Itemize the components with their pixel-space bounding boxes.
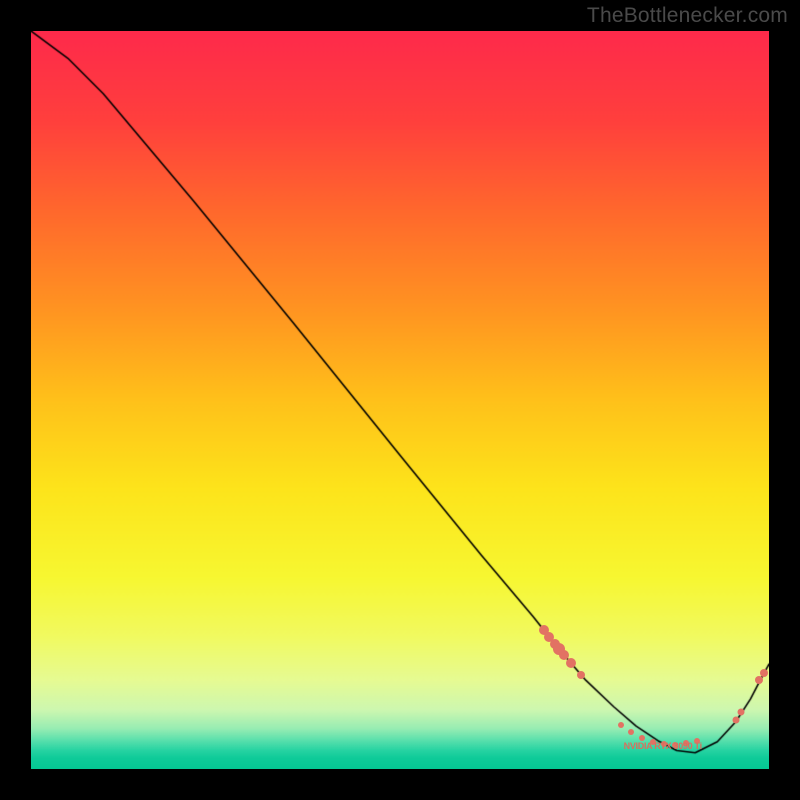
chart-root: NVIDIA RTX 3090 Ti TheBottlenecker.com	[0, 0, 800, 800]
gradient-plot-area	[31, 31, 769, 769]
watermark-text: TheBottlenecker.com	[587, 4, 788, 28]
series-label: NVIDIA RTX 3090 Ti	[624, 741, 702, 751]
